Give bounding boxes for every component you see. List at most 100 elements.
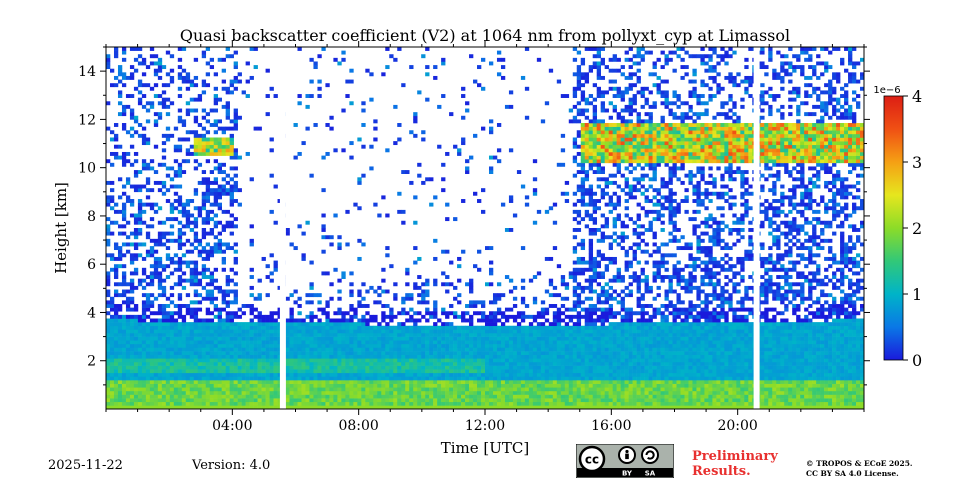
heatmap-cell [488,329,494,334]
heatmap-cell [413,347,418,352]
heatmap-cell [441,325,446,330]
heatmap-cell [512,314,518,319]
heatmap-cell [417,347,422,352]
heatmap-cell [106,405,111,410]
heatmap-cell [596,380,601,384]
heatmap-cell [149,271,155,276]
heatmap-cell [524,115,530,120]
heatmap-cell [117,293,123,298]
heatmap-cell [528,278,534,283]
heatmap-cell [253,332,258,337]
heatmap-cell [317,54,322,59]
heatmap-cell [528,332,534,337]
heatmap-cell [185,108,191,113]
heatmap-cell [161,97,167,102]
heatmap-cell [421,332,426,337]
heatmap-cell [205,191,211,196]
heatmap-cell [201,376,207,381]
heatmap-cell [520,332,526,337]
heatmap-cell [221,256,226,261]
heatmap-cell [445,217,450,222]
heatmap-cell [233,387,238,392]
heatmap-cell [409,361,414,366]
heatmap-cell [241,329,246,334]
heatmap-cell [113,246,119,251]
heatmap-cell [257,325,262,330]
heatmap-cell [441,282,446,287]
heatmap-cell [289,332,294,337]
heatmap-cell [477,329,482,334]
heatmap-cell [520,387,526,392]
heatmap-cell [325,329,330,334]
heatmap-cell [153,354,159,359]
heatmap-cell [269,253,274,258]
heatmap-cell [157,354,163,359]
heatmap-cell [592,83,598,88]
heatmap-cell [592,141,598,146]
heatmap-cell [233,383,238,388]
heatmap-cell [576,170,582,174]
heatmap-cell [413,387,418,392]
heatmap-cell [536,394,542,399]
heatmap-cell [193,322,199,327]
heatmap-cell [141,83,147,88]
heatmap-cell [325,376,330,381]
heatmap-cell [457,376,462,381]
heatmap-cell [524,401,530,406]
heatmap-cell [229,79,234,84]
heatmap-cell [109,206,115,211]
heatmap-cell [241,340,246,345]
heatmap-cell [221,332,226,337]
heatmap-cell [133,246,139,251]
heatmap-cell [241,372,246,377]
heatmap-cell [149,159,155,164]
heatmap-cell [596,325,601,330]
heatmap-cell [205,347,211,352]
heatmap-cell [109,365,115,370]
heatmap-cell [421,296,426,301]
heatmap-cell [297,369,302,374]
heatmap-cell [397,376,402,381]
heatmap-cell [181,329,187,334]
heatmap-cell [385,65,390,70]
heatmap-cell [189,97,195,102]
heatmap-cell [193,108,199,113]
heatmap-cell [425,177,430,182]
heatmap-cell [488,347,494,352]
heatmap-cell [481,318,486,323]
heatmap-cell [548,256,554,261]
heatmap-cell [313,390,318,395]
heatmap-cell [393,387,398,392]
heatmap-cell [568,405,574,410]
heatmap-cell [129,376,135,381]
heatmap-cell [500,57,506,62]
heatmap-cell [117,322,123,327]
heatmap-cell [389,401,394,406]
heatmap-cell [201,332,207,337]
heatmap-cell [161,347,167,352]
heatmap-cell [548,398,554,403]
heatmap-cell [229,365,234,370]
heatmap-cell [169,184,175,189]
heatmap-cell [600,314,605,319]
heatmap-cell [293,336,298,341]
heatmap-cell [177,260,183,265]
heatmap-cell [225,300,230,305]
heatmap-cell [253,361,258,366]
heatmap-cell [461,318,466,323]
heatmap-cell [417,401,422,406]
heatmap-cell [185,130,191,135]
heatmap-cell [181,231,187,236]
heatmap-cell [149,264,155,269]
heatmap-cell [121,314,127,319]
heatmap-cell [225,390,230,395]
heatmap-cell [600,318,605,323]
heatmap-cell [353,314,358,319]
heatmap-cell [572,191,578,196]
heatmap-cell [576,340,582,345]
heatmap-cell [193,75,199,80]
heatmap-cell [185,401,191,406]
heatmap-cell [508,361,514,366]
heatmap-cell [361,354,366,359]
